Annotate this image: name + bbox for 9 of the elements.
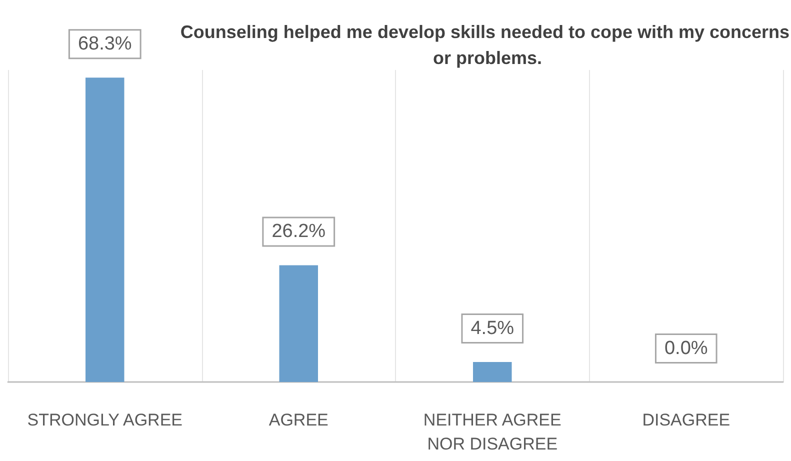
x-tick-label: STRONGLY AGREE [27, 410, 182, 430]
data-label: 4.5% [470, 318, 514, 339]
data-label: 26.2% [272, 221, 326, 242]
x-tick-label: DISAGREE [642, 410, 730, 430]
data-label: 0.0% [664, 338, 708, 359]
data-label: 68.3% [78, 34, 132, 55]
x-tick-label: NEITHER AGREE NOR DISAGREE [423, 410, 562, 454]
chart-title: Counseling helped me develop skills needed to cope with my concerns or problems. [180, 22, 790, 68]
x-tick-label: AGREE [268, 410, 328, 430]
